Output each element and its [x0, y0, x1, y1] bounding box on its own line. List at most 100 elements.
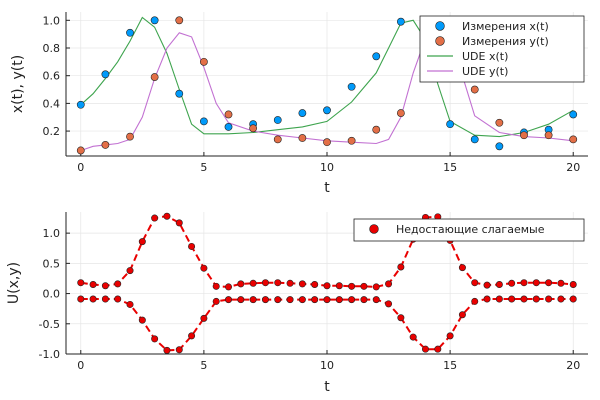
data-point [434, 345, 442, 353]
data-point [188, 332, 196, 340]
data-point [249, 279, 257, 287]
data-point [175, 89, 184, 98]
data-point [101, 70, 110, 79]
data-point [396, 17, 405, 26]
x-tick-label: 15 [443, 161, 457, 174]
data-point [323, 296, 331, 304]
data-point [471, 297, 479, 305]
data-point [495, 295, 503, 303]
data-point [199, 57, 208, 66]
data-point [150, 16, 159, 25]
data-point [89, 281, 97, 289]
data-point [470, 135, 479, 144]
data-point [224, 123, 233, 131]
y-tick-label: -1.0 [39, 348, 60, 361]
data-point [532, 279, 540, 287]
data-point [483, 281, 491, 289]
y-tick-label: 0.5 [43, 257, 61, 270]
data-point [261, 296, 269, 304]
data-point [569, 295, 577, 303]
x-axis-label: t [324, 379, 330, 395]
data-point [151, 214, 159, 222]
bottom-panel: 0 5 10 15 20 -1.0 -0.5 0.0 0.5 1.0 t U(x,y) Недостаю… [6, 212, 588, 395]
series-line-2 [80, 16, 574, 138]
y-axis-label: x(t), y(t) [10, 55, 26, 113]
data-point [458, 264, 466, 272]
data-point [249, 296, 257, 304]
data-point [372, 52, 381, 61]
data-point [274, 296, 282, 304]
data-point [225, 296, 233, 304]
data-point [409, 333, 417, 341]
data-point [545, 279, 553, 287]
data-point [114, 295, 122, 303]
legend-entry: Измерения x(t) [462, 20, 549, 33]
legend: Недостающие слагаемые [353, 218, 585, 242]
legend-entry: UDE y(t) [462, 65, 508, 78]
data-point [126, 300, 134, 308]
data-point [175, 346, 183, 354]
x-tick-label: 15 [443, 359, 457, 372]
data-point [261, 279, 269, 287]
data-point [225, 283, 233, 291]
data-point [298, 134, 307, 142]
data-point [348, 296, 356, 304]
data-point [545, 295, 553, 303]
y-axis-label: U(x,y) [6, 262, 22, 304]
y-tick-label: 1.0 [43, 227, 61, 240]
data-point [76, 100, 85, 109]
data-point [508, 295, 516, 303]
data-point [114, 280, 122, 288]
data-point [311, 281, 319, 289]
data-point [446, 120, 455, 129]
data-point [520, 295, 528, 303]
data-point [273, 135, 282, 144]
data-point [212, 297, 220, 305]
data-point [163, 212, 171, 220]
data-point [126, 28, 134, 37]
top-panel: 0 5 10 15 20 0.2 0.4 0.6 0.8 1.0 t x(t), y(t) Измере… [10, 12, 588, 196]
data-point [175, 219, 183, 227]
data-point [557, 279, 565, 287]
data-point [151, 335, 159, 343]
x-tick-label: 5 [200, 359, 207, 372]
x-tick-label: 0 [77, 359, 84, 372]
data-point [385, 280, 393, 288]
data-point [557, 295, 565, 303]
data-point [126, 132, 134, 141]
plot-area [76, 16, 578, 155]
x-tick-label: 10 [320, 359, 334, 372]
data-point [237, 296, 245, 304]
data-point [569, 281, 577, 289]
data-point [483, 295, 491, 303]
data-point [347, 136, 356, 145]
data-point [360, 282, 368, 290]
data-point [471, 279, 479, 287]
data-point [569, 110, 578, 119]
legend: Измерения x(t) Измерения y(t) UDE x(t) UDE … [419, 15, 585, 83]
series-line-1 [80, 298, 574, 352]
data-point [421, 345, 429, 353]
data-point [101, 141, 110, 149]
data-point [200, 314, 208, 322]
data-point [150, 73, 159, 81]
x-axis-label: t [324, 180, 330, 196]
data-point [101, 282, 109, 290]
data-point [274, 279, 282, 287]
data-point [335, 282, 343, 290]
legend-box [353, 218, 585, 242]
data-point [323, 106, 331, 115]
data-point [372, 296, 380, 304]
data-point [212, 282, 220, 290]
y-tick-label: -0.5 [39, 318, 60, 331]
data-point [446, 332, 454, 340]
data-point [138, 316, 146, 324]
data-point [520, 131, 528, 140]
y-tick-label: 0.4 [43, 97, 61, 110]
legend-swatch-marker [435, 21, 445, 31]
data-point [323, 138, 331, 147]
data-point [360, 296, 368, 304]
data-point [224, 110, 233, 119]
y-tick-label: 0.8 [43, 42, 61, 55]
y-tick-label: 0.0 [43, 288, 61, 301]
